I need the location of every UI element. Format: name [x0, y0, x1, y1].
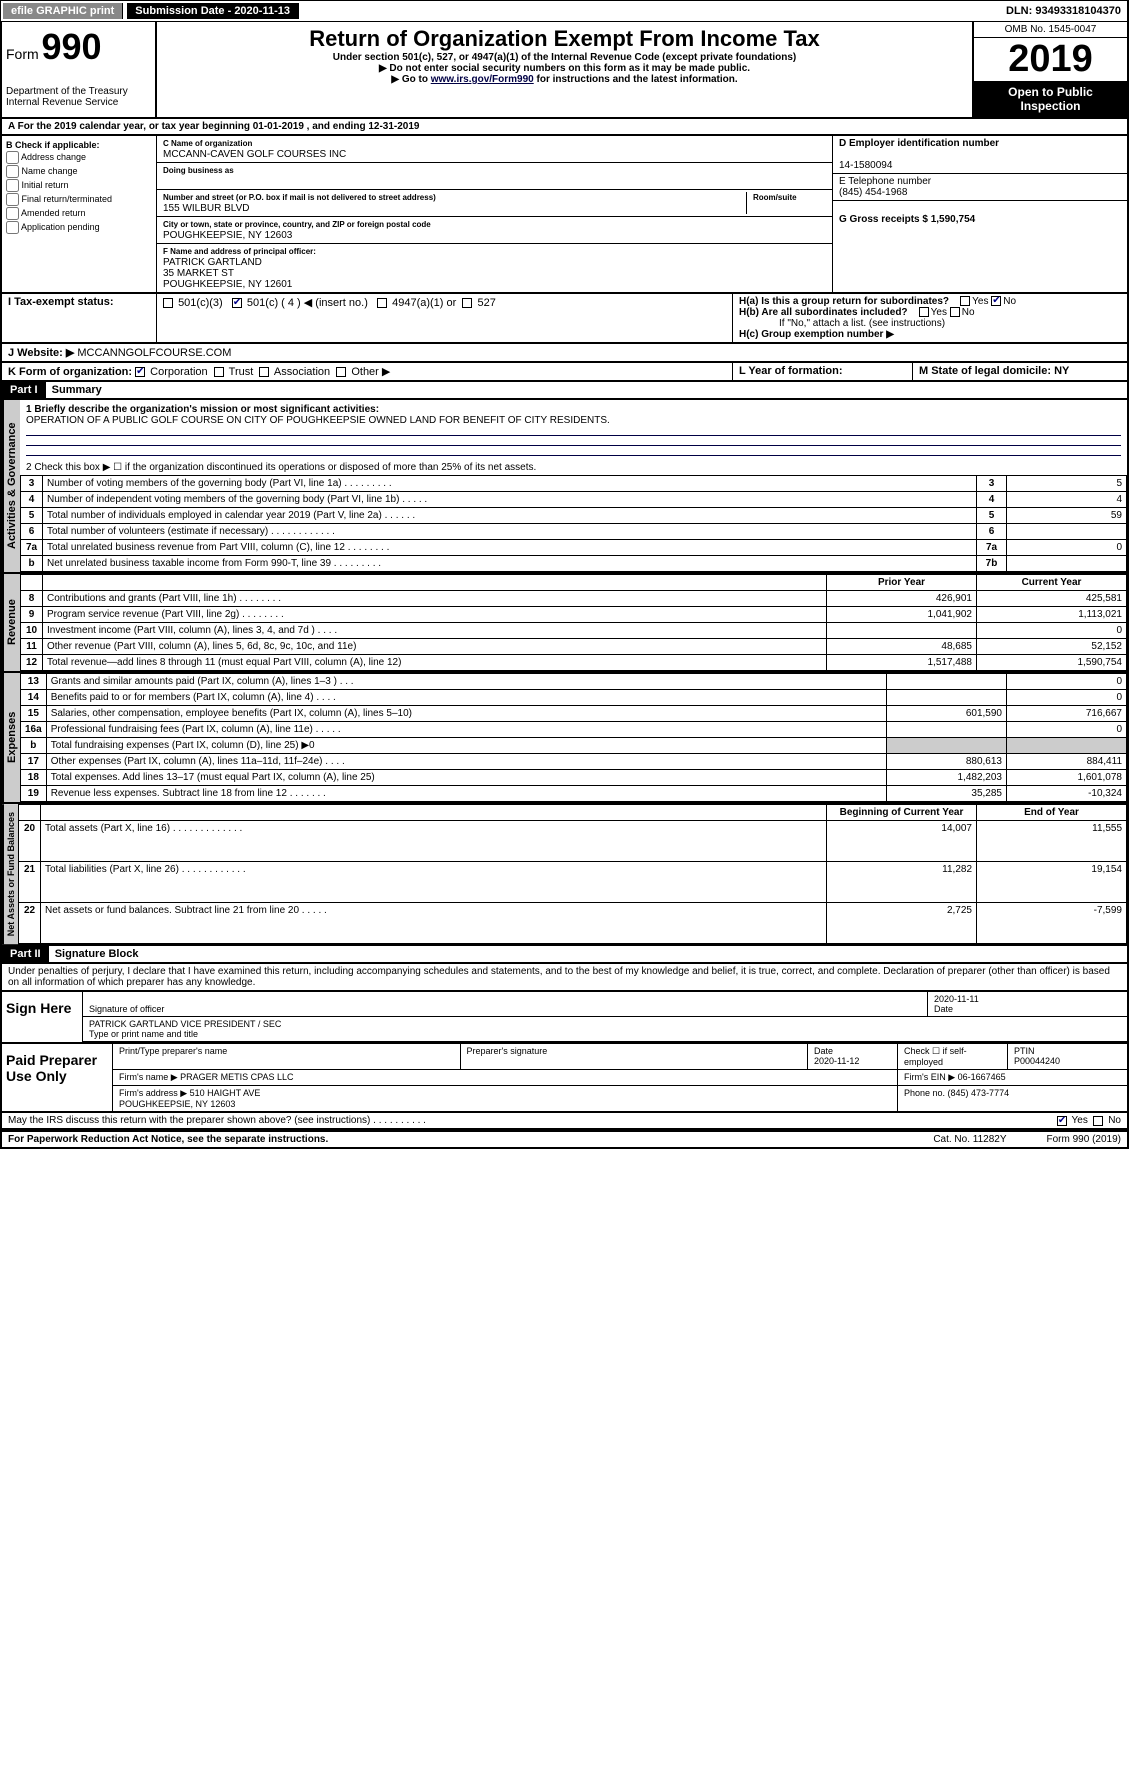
dept-treasury: Department of the Treasury Internal Reve…: [6, 86, 151, 108]
gov-table: 3Number of voting members of the governi…: [20, 475, 1127, 572]
principal-officer: PATRICK GARTLAND 35 MARKET ST POUGHKEEPS…: [163, 257, 292, 290]
discuss-no[interactable]: [1093, 1116, 1103, 1126]
section-d: D Employer identification number14-15800…: [832, 136, 1127, 292]
firm-ein: Firm's EIN ▶ 06-1667465: [897, 1070, 1127, 1086]
cb-501c[interactable]: [232, 298, 242, 308]
goto-post: for instructions and the latest informat…: [537, 74, 738, 85]
cat-no: Cat. No. 11282Y: [933, 1134, 1006, 1145]
cb-final-return[interactable]: Final return/terminated: [6, 193, 152, 206]
dba-label: Doing business as: [163, 166, 234, 175]
street-address: 155 WILBUR BLVD: [163, 203, 250, 214]
discuss-row: May the IRS discuss this return with the…: [0, 1113, 1129, 1130]
hb-no[interactable]: [950, 307, 960, 317]
submission-date: Submission Date - 2020-11-13: [127, 3, 299, 19]
open-to-public: Open to Public Inspection: [974, 81, 1127, 117]
cb-trust[interactable]: [214, 367, 224, 377]
footer: For Paperwork Reduction Act Notice, see …: [0, 1130, 1129, 1149]
sign-date: 2020-11-11: [934, 994, 979, 1004]
ha-no[interactable]: [991, 296, 1001, 306]
entity-block: B Check if applicable: Address change Na…: [0, 136, 1129, 294]
activities-governance: Activities & Governance 1 Briefly descri…: [0, 400, 1129, 574]
year-formation: L Year of formation:: [739, 365, 843, 377]
cb-pending[interactable]: Application pending: [6, 221, 152, 234]
section-c: C Name of organizationMCCANN-CAVEN GOLF …: [157, 136, 832, 292]
cb-address-change[interactable]: Address change: [6, 151, 152, 164]
top-bar: efile GRAPHIC print Submission Date - 20…: [0, 0, 1129, 22]
expenses-section: Expenses 13Grants and similar amounts pa…: [0, 673, 1129, 804]
form-no-footer: Form 990 (2019): [1047, 1134, 1121, 1145]
section-k-l-m: K Form of organization: Corporation Trus…: [0, 363, 1129, 382]
hb-yes[interactable]: [919, 307, 929, 317]
prep-date: Date 2020-11-12: [807, 1044, 897, 1070]
paid-preparer: Paid Preparer Use Only Print/Type prepar…: [0, 1044, 1129, 1113]
expenses-table: 13Grants and similar amounts paid (Part …: [20, 673, 1127, 802]
mission: OPERATION OF A PUBLIC GOLF COURSE ON CIT…: [26, 415, 610, 426]
ptin: PTIN P00044240: [1007, 1044, 1127, 1070]
cb-501c3[interactable]: [163, 298, 173, 308]
section-b: B Check if applicable: Address change Na…: [2, 136, 157, 292]
cb-other[interactable]: [336, 367, 346, 377]
section-h-i: I Tax-exempt status: 501(c)(3) 501(c) ( …: [0, 294, 1129, 344]
officer-name: PATRICK GARTLAND VICE PRESIDENT / SEC: [89, 1019, 281, 1029]
form-number: 990: [41, 26, 101, 67]
discuss-yes[interactable]: [1057, 1116, 1067, 1126]
form-subtitle-2: ▶ Do not enter social security numbers o…: [161, 63, 968, 74]
side-gov: Activities & Governance: [2, 400, 20, 572]
goto-pre: ▶ Go to: [391, 74, 430, 85]
section-j: J Website: ▶ MCCANNGOLFCOURSE.COM: [0, 344, 1129, 363]
ha-yes[interactable]: [960, 296, 970, 306]
cb-4947[interactable]: [377, 298, 387, 308]
firm-phone: Phone no. (845) 473-7774: [897, 1086, 1127, 1111]
tax-year: 2019: [974, 38, 1127, 81]
form-title: Return of Organization Exempt From Incom…: [161, 26, 968, 52]
part-1-header: Part I Summary: [0, 382, 1129, 400]
ein: 14-1580094: [839, 160, 892, 171]
cb-assoc[interactable]: [259, 367, 269, 377]
cb-amended[interactable]: Amended return: [6, 207, 152, 220]
org-name: MCCANN-CAVEN GOLF COURSES INC: [163, 149, 346, 160]
website: MCCANNGOLFCOURSE.COM: [77, 347, 231, 359]
perjury-declaration: Under penalties of perjury, I declare th…: [0, 964, 1129, 992]
cb-527[interactable]: [462, 298, 472, 308]
firm-name: Firm's name ▶ PRAGER METIS CPAS LLC: [112, 1070, 897, 1086]
form-word: Form: [6, 46, 39, 62]
cb-initial-return[interactable]: Initial return: [6, 179, 152, 192]
dln: DLN: 93493318104370: [1000, 1, 1128, 21]
telephone: (845) 454-1968: [839, 187, 907, 198]
form-subtitle-1: Under section 501(c), 527, or 4947(a)(1)…: [161, 52, 968, 63]
netassets-table: Beginning of Current YearEnd of Year 20T…: [18, 804, 1127, 944]
line-2: 2 Check this box ▶ ☐ if the organization…: [20, 460, 1127, 475]
cb-name-change[interactable]: Name change: [6, 165, 152, 178]
state-domicile: M State of legal domicile: NY: [919, 365, 1069, 377]
form-header: Form 990 Department of the Treasury Inte…: [0, 22, 1129, 119]
side-rev: Revenue: [2, 574, 20, 671]
self-employed-cb[interactable]: Check ☐ if self-employed: [897, 1044, 1007, 1070]
efile-print-button[interactable]: efile GRAPHIC print: [3, 3, 123, 19]
sign-here: Sign Here Signature of officer 2020-11-1…: [0, 992, 1129, 1044]
cb-corp[interactable]: [135, 367, 145, 377]
tax-period: A For the 2019 calendar year, or tax yea…: [0, 119, 1129, 136]
irs-link[interactable]: www.irs.gov/Form990: [431, 74, 534, 85]
netassets-section: Net Assets or Fund Balances Beginning of…: [0, 804, 1129, 946]
side-net: Net Assets or Fund Balances: [2, 804, 18, 944]
side-exp: Expenses: [2, 673, 20, 802]
revenue-section: Revenue Prior YearCurrent Year 8Contribu…: [0, 574, 1129, 673]
part-2-header: Part II Signature Block: [0, 946, 1129, 964]
revenue-table: Prior YearCurrent Year 8Contributions an…: [20, 574, 1127, 671]
omb-number: OMB No. 1545-0047: [974, 22, 1127, 38]
gross-receipts: G Gross receipts $ 1,590,754: [839, 214, 975, 225]
firm-address: Firm's address ▶ 510 HAIGHT AVE POUGHKEE…: [112, 1086, 897, 1111]
city-state-zip: POUGHKEEPSIE, NY 12603: [163, 230, 292, 241]
